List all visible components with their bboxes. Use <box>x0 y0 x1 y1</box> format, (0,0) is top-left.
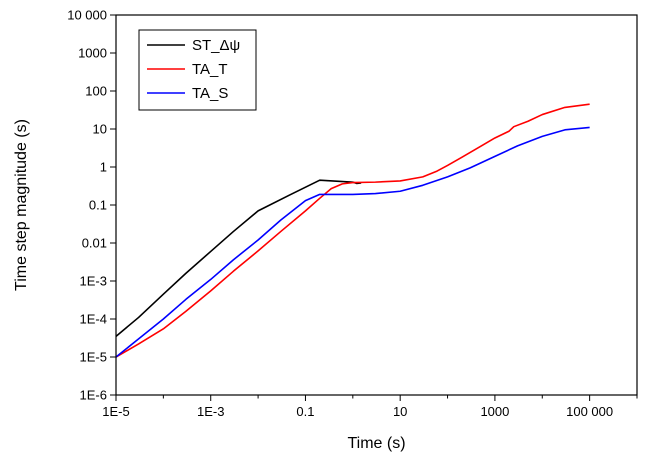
x-tick-label: 1000 <box>480 404 509 419</box>
x-tick-label: 10 <box>393 404 407 419</box>
y-tick-label: 0.01 <box>82 236 107 251</box>
legend-label-1: TA_T <box>192 61 228 78</box>
y-tick-label: 1 <box>100 160 107 175</box>
y-tick-label: 0.1 <box>89 198 107 213</box>
series-line-2 <box>115 126 590 358</box>
series-line-1 <box>115 103 590 358</box>
y-tick-label: 100 <box>85 84 107 99</box>
series-lines <box>115 103 590 358</box>
x-tick-label: 1E-3 <box>197 404 224 419</box>
x-tick-label: 0.1 <box>296 404 314 419</box>
y-axis-ticks: 1E-6 1E-5 1E-4 1E-3 0.01 0.1 1 10 100 1000 10 000 <box>67 8 116 403</box>
y-tick-label: 1E-4 <box>80 312 107 327</box>
y-tick-label: 1E-6 <box>80 388 107 403</box>
legend-box <box>138 29 257 111</box>
x-tick-label: 100 000 <box>566 404 613 419</box>
x-tick-label: 1E-5 <box>102 404 129 419</box>
y-axis-title: Time step magnitude (s) <box>13 119 30 291</box>
legend-label-0: ST_Δψ <box>192 37 240 54</box>
y-tick-label: 1000 <box>78 46 107 61</box>
legend-label-2: TA_S <box>192 85 228 102</box>
y-tick-label: 10 <box>93 122 107 137</box>
x-axis-title: Time (s) <box>347 435 405 452</box>
series-line-0 <box>115 179 362 337</box>
x-axis-ticks: 1E-5 1E-3 0.1 10 1000 100 000 <box>102 395 638 419</box>
y-tick-label: 1E-3 <box>80 274 107 289</box>
y-tick-label: 1E-5 <box>80 350 107 365</box>
legend: ST_Δψ TA_T TA_S <box>138 29 257 111</box>
plot-frame <box>115 14 638 396</box>
y-tick-label: 10 000 <box>67 8 107 23</box>
